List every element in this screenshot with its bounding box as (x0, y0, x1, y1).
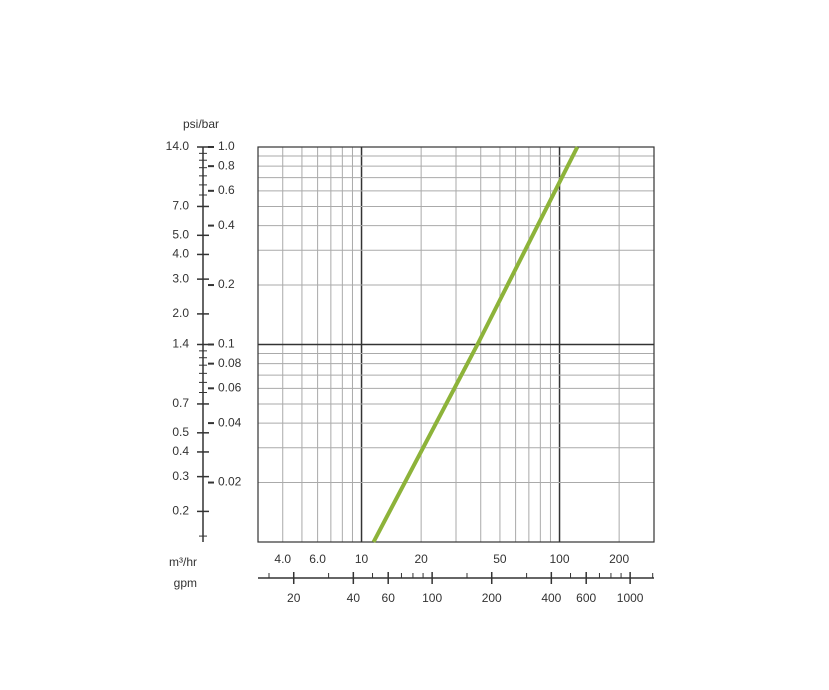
x-tick-label: 10 (355, 552, 369, 566)
y-tick-label: 1.0 (218, 139, 235, 153)
y-axis-label: psi/bar (183, 117, 219, 131)
y2-tick-label: 7.0 (172, 199, 189, 213)
x-tick-label: 50 (493, 552, 507, 566)
x2-tick-label: 100 (422, 591, 442, 605)
y-tick-label: 0.2 (218, 277, 235, 291)
x2-tick-label: 400 (541, 591, 561, 605)
x2-tick-label: 200 (482, 591, 502, 605)
x2-axis-label: gpm (174, 576, 197, 590)
plot-frame (257, 146, 655, 543)
y-tick-label: 0.04 (218, 415, 242, 429)
y2-tick-label: 0.2 (172, 504, 189, 518)
y-tick-label: 0.4 (218, 218, 235, 232)
y-tick-label: 0.06 (218, 380, 242, 394)
y-tick-label: 0.6 (218, 183, 235, 197)
y2-tick-label: 4.0 (172, 247, 189, 261)
x2-tick-label: 1000 (617, 591, 644, 605)
y2-tick-label: 5.0 (172, 227, 189, 241)
x-tick-label: 4.0 (274, 552, 291, 566)
y-tick-label: 0.08 (218, 356, 242, 370)
y2-tick-label: 1.4 (172, 337, 189, 351)
y2-tick-label: 0.4 (172, 444, 189, 458)
y2-tick-label: 0.3 (172, 469, 189, 483)
x2-tick-label: 600 (576, 591, 596, 605)
y2-tick-label: 0.5 (172, 425, 189, 439)
x-tick-label: 100 (550, 552, 570, 566)
y-tick-label: 0.1 (218, 337, 235, 351)
x-tick-label: 6.0 (309, 552, 326, 566)
y-tick-label: 0.02 (218, 475, 242, 489)
data-line (371, 146, 580, 543)
y2-tick-label: 2.0 (172, 306, 189, 320)
x2-tick-label: 60 (382, 591, 396, 605)
y2-tick-label: 14.0 (166, 139, 190, 153)
x-tick-label: 200 (609, 552, 629, 566)
x2-tick-label: 40 (347, 591, 361, 605)
y-tick-label: 0.8 (218, 158, 235, 172)
x-axis-label: m³/hr (169, 555, 197, 569)
x2-tick-label: 20 (287, 591, 301, 605)
y2-tick-label: 3.0 (172, 271, 189, 285)
x-tick-label: 20 (414, 552, 428, 566)
y2-tick-label: 0.7 (172, 396, 189, 410)
